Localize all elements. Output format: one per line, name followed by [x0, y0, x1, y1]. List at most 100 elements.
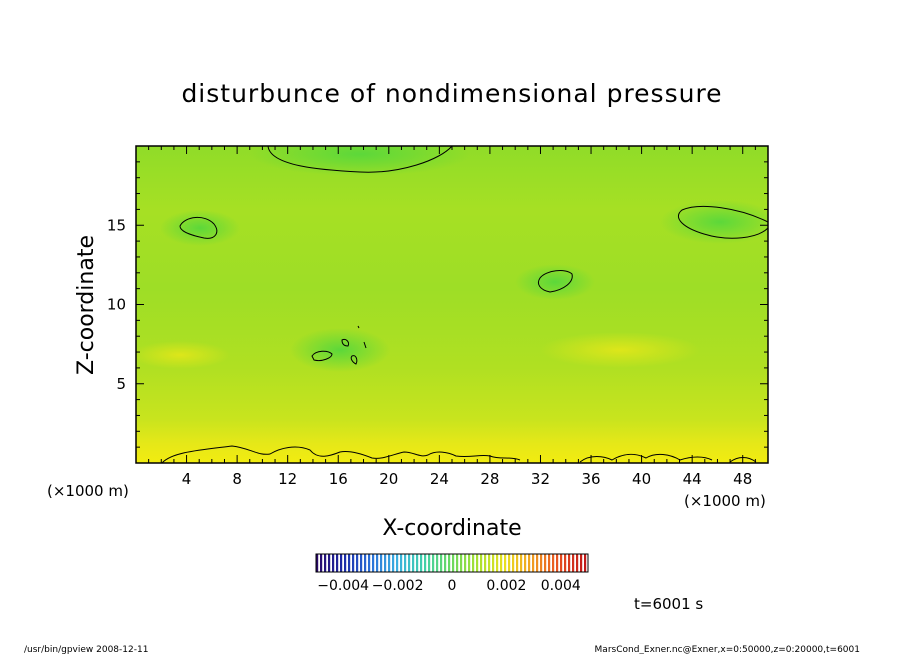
x-tick-label: 12	[278, 470, 297, 488]
colorbar-cell	[520, 554, 523, 572]
colorbar-cell	[480, 554, 483, 572]
contour-small-4	[363, 341, 367, 349]
contour-left	[179, 217, 218, 239]
low-region-center	[290, 328, 390, 372]
x-tick-label: 20	[379, 470, 398, 488]
x-unit-right: (×1000 m)	[684, 492, 766, 510]
colorbar-cell	[532, 554, 535, 572]
contour-small-3	[350, 355, 358, 365]
low-region-center-right	[515, 264, 595, 300]
colorbar-cell	[456, 554, 459, 572]
colorbar-cell	[464, 554, 467, 572]
colorbar-cell	[560, 554, 563, 572]
colorbar-cell	[564, 554, 567, 572]
colorbar-cell	[428, 554, 431, 572]
colorbar-cell	[476, 554, 479, 572]
low-region-top	[250, 146, 470, 176]
colorbar-cell	[324, 554, 327, 572]
colorbar-cell	[496, 554, 499, 572]
colorbar-cell	[384, 554, 387, 572]
colorbar-cell	[536, 554, 539, 572]
colorbar-cell	[396, 554, 399, 572]
colorbar-cell	[484, 554, 487, 572]
colorbar-cell	[380, 554, 383, 572]
colorbar-cell	[336, 554, 339, 572]
colorbar-cell	[524, 554, 527, 572]
colorbar-tick-label: 0	[448, 578, 457, 594]
colorbar-cell	[472, 554, 475, 572]
y-axis-ticks: 5 10 15	[107, 161, 768, 448]
colorbar-cell	[348, 554, 351, 572]
contour-small-1	[311, 350, 333, 361]
colorbar-cell	[368, 554, 371, 572]
colorbar-cell	[400, 554, 403, 572]
x-unit-left: (×1000 m)	[47, 482, 129, 500]
x-tick-label: 24	[430, 470, 449, 488]
heatmap-field	[136, 146, 768, 463]
colorbar-cell	[392, 554, 395, 572]
colorbar-cell	[388, 554, 391, 572]
x-tick-label: 36	[581, 470, 600, 488]
colorbar: −0.004 −0.002 0 0.002 0.004	[315, 553, 589, 594]
colorbar-cell	[488, 554, 491, 572]
colorbar-tick-label: −0.004	[317, 578, 369, 594]
colorbar-tick-label: 0.004	[541, 578, 581, 594]
colorbar-cell	[416, 554, 419, 572]
colorbar-cell	[352, 554, 355, 572]
colorbar-cell	[548, 554, 551, 572]
colorbar-cell	[568, 554, 571, 572]
footer-right: MarsCond_Exner.nc@Exner,x=0:50000,z=0:20…	[595, 645, 860, 654]
colorbar-cell	[492, 554, 495, 572]
colorbar-cell	[508, 554, 511, 572]
colorbar-cell	[404, 554, 407, 572]
y-tick-label: 5	[116, 375, 126, 393]
colorbar-cell	[544, 554, 547, 572]
low-region-right	[660, 200, 768, 244]
colorbar-cell	[372, 554, 375, 572]
colorbar-cell	[376, 554, 379, 572]
colorbar-cell	[360, 554, 363, 572]
colorbar-cell	[364, 554, 367, 572]
colorbar-cell	[420, 554, 423, 572]
colorbar-cell	[540, 554, 543, 572]
contour-small-5	[357, 325, 360, 329]
y-tick-label: 10	[107, 296, 126, 314]
x-tick-label: 32	[531, 470, 550, 488]
colorbar-cell	[584, 554, 587, 572]
x-tick-label: 28	[480, 470, 499, 488]
x-axis-label: X-coordinate	[382, 516, 521, 541]
colorbar-cell	[576, 554, 579, 572]
colorbar-cell	[316, 554, 319, 572]
colorbar-cell	[512, 554, 515, 572]
colorbar-cell	[580, 554, 583, 572]
x-tick-label: 4	[182, 470, 192, 488]
colorbar-cell	[424, 554, 427, 572]
colorbar-cell	[408, 554, 411, 572]
x-tick-label: 8	[232, 470, 242, 488]
colorbar-cell	[528, 554, 531, 572]
colorbar-cell	[516, 554, 519, 572]
contour-right	[677, 205, 768, 239]
colorbar-cell	[572, 554, 575, 572]
high-region-right	[540, 332, 700, 368]
x-axis-ticks: 4 8 12 16 20 24 28 32 36 40 44 48	[148, 146, 756, 488]
colorbar-cell	[452, 554, 455, 572]
high-region-left	[136, 341, 230, 369]
colorbar-cell	[552, 554, 555, 572]
colorbar-cell	[412, 554, 415, 572]
colorbar-tick-label: −0.002	[372, 578, 424, 594]
x-tick-label: 16	[329, 470, 348, 488]
contour-center-right	[537, 270, 573, 293]
colorbar-cell	[320, 554, 323, 572]
colorbar-cell	[332, 554, 335, 572]
footer-left: /usr/bin/gpview 2008-12-11	[24, 645, 148, 654]
x-tick-label: 40	[632, 470, 651, 488]
x-tick-label: 44	[683, 470, 702, 488]
colorbar-cell	[556, 554, 559, 572]
colorbar-cell	[344, 554, 347, 572]
colorbar-cell	[504, 554, 507, 572]
x-tick-label: 48	[733, 470, 752, 488]
y-axis-label: Z-coordinate	[74, 235, 99, 375]
colorbar-cell	[356, 554, 359, 572]
